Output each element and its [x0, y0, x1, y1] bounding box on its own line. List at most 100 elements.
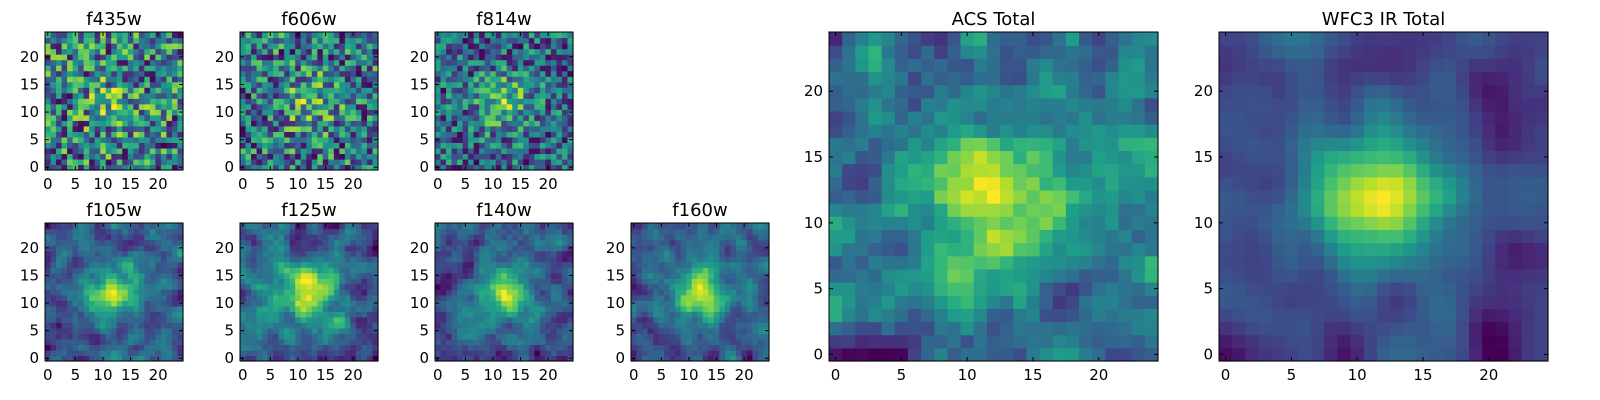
- heatmap-cell: [372, 158, 379, 166]
- heatmap-cell: [1131, 308, 1146, 323]
- heatmap-cell: [506, 327, 513, 334]
- heatmap-cell: [245, 120, 252, 127]
- heatmap-cell: [372, 120, 379, 127]
- heatmap-cell: [144, 32, 151, 39]
- heatmap-cell: [724, 261, 731, 268]
- heatmap-cell: [512, 289, 519, 296]
- heatmap-cell: [947, 189, 962, 204]
- heatmap-cell: [457, 305, 464, 312]
- heatmap-cell: [160, 239, 168, 246]
- heatmap-cell: [116, 305, 123, 312]
- heatmap-cell: [484, 294, 491, 301]
- heatmap-cell: [273, 305, 280, 312]
- heatmap-cell: [724, 267, 731, 274]
- heatmap-cell: [1013, 347, 1027, 362]
- heatmap-cell: [881, 347, 896, 362]
- heatmap-cell: [702, 267, 709, 274]
- heatmap-cell: [528, 245, 535, 252]
- heatmap-cell: [528, 250, 535, 257]
- heatmap-cell: [479, 327, 486, 334]
- heatmap-cell: [741, 344, 748, 351]
- heatmap-cell: [72, 311, 79, 318]
- heatmap-cell: [317, 70, 324, 77]
- heatmap-cell: [240, 120, 247, 127]
- heatmap-cell: [506, 92, 513, 99]
- heatmap-cell: [317, 250, 324, 257]
- heatmap-cell: [333, 164, 340, 171]
- heatmap-cell: [160, 114, 168, 121]
- heatmap-cell: [440, 109, 447, 116]
- heatmap-cell: [300, 54, 307, 61]
- heatmap-cell: [523, 300, 530, 307]
- heatmap-cell: [713, 294, 720, 301]
- heatmap-cell: [166, 300, 173, 307]
- heatmap-cell: [517, 65, 524, 72]
- heatmap-cell: [647, 228, 654, 235]
- heatmap-cell: [262, 283, 269, 290]
- heatmap-cell: [719, 278, 726, 285]
- heatmap-cell: [468, 333, 475, 340]
- heatmap-cell: [855, 242, 870, 257]
- heatmap-cell: [462, 327, 469, 334]
- heatmap-cell: [647, 239, 654, 246]
- heatmap-cell: [855, 282, 870, 296]
- heatmap-cell: [61, 245, 68, 252]
- heatmap-cell: [1131, 282, 1146, 296]
- heatmap-cell: [556, 131, 563, 138]
- heatmap-cell: [960, 347, 975, 362]
- heatmap-cell: [278, 142, 285, 149]
- heatmap-cell: [105, 250, 112, 257]
- heatmap-cell: [517, 245, 524, 252]
- heatmap-cell: [100, 234, 107, 241]
- heatmap-cell: [67, 283, 74, 290]
- heatmap-cell: [295, 349, 302, 357]
- heatmap-cell: [550, 344, 558, 351]
- heatmap-cell: [658, 327, 665, 334]
- heatmap-cell: [829, 308, 843, 323]
- heatmap-cell: [446, 70, 453, 77]
- heatmap-cell: [691, 316, 698, 323]
- heatmap-cell: [83, 338, 90, 346]
- heatmap-cell: [462, 294, 469, 301]
- heatmap-cell: [446, 239, 453, 246]
- heatmap-cell: [295, 267, 302, 274]
- heatmap-cell: [752, 311, 759, 318]
- heatmap-cell: [339, 114, 346, 121]
- heatmap-cell: [708, 322, 715, 329]
- heatmap-cell: [50, 131, 57, 138]
- heatmap-cell: [960, 268, 975, 283]
- heatmap-cell: [78, 147, 85, 155]
- heatmap-cell: [116, 37, 123, 44]
- heatmap-cell: [1144, 163, 1159, 178]
- heatmap-cell: [517, 147, 524, 155]
- heatmap-cell: [1013, 150, 1027, 165]
- heatmap-cell: [539, 147, 546, 155]
- heatmap-cell: [122, 322, 129, 329]
- heatmap-cell: [105, 223, 112, 230]
- heatmap-cell: [171, 87, 179, 94]
- heatmap-cell: [273, 250, 280, 257]
- heatmap-cell: [735, 239, 742, 246]
- heatmap-cell: [328, 142, 335, 149]
- heatmap-cell: [451, 338, 458, 346]
- heatmap-cell: [245, 153, 252, 160]
- heatmap-cell: [155, 131, 162, 138]
- heatmap-cell: [484, 239, 491, 246]
- heatmap-cell: [361, 283, 368, 290]
- heatmap-cell: [669, 261, 676, 268]
- heatmap-cell: [686, 272, 693, 279]
- heatmap-cell: [658, 267, 665, 274]
- heatmap-cell: [317, 283, 324, 290]
- heatmap-cell: [973, 295, 988, 309]
- heatmap-cell: [262, 37, 269, 44]
- heatmap-cell: [462, 48, 469, 55]
- heatmap-cell: [171, 70, 179, 77]
- heatmap-cell: [435, 283, 442, 290]
- heatmap-cell: [550, 92, 558, 99]
- heatmap-cell: [300, 87, 307, 94]
- heatmap-cell: [462, 153, 469, 160]
- heatmap-cell: [484, 153, 491, 160]
- heatmap-cell: [642, 272, 649, 279]
- heatmap-cell: [947, 321, 962, 336]
- heatmap-cell: [468, 344, 475, 351]
